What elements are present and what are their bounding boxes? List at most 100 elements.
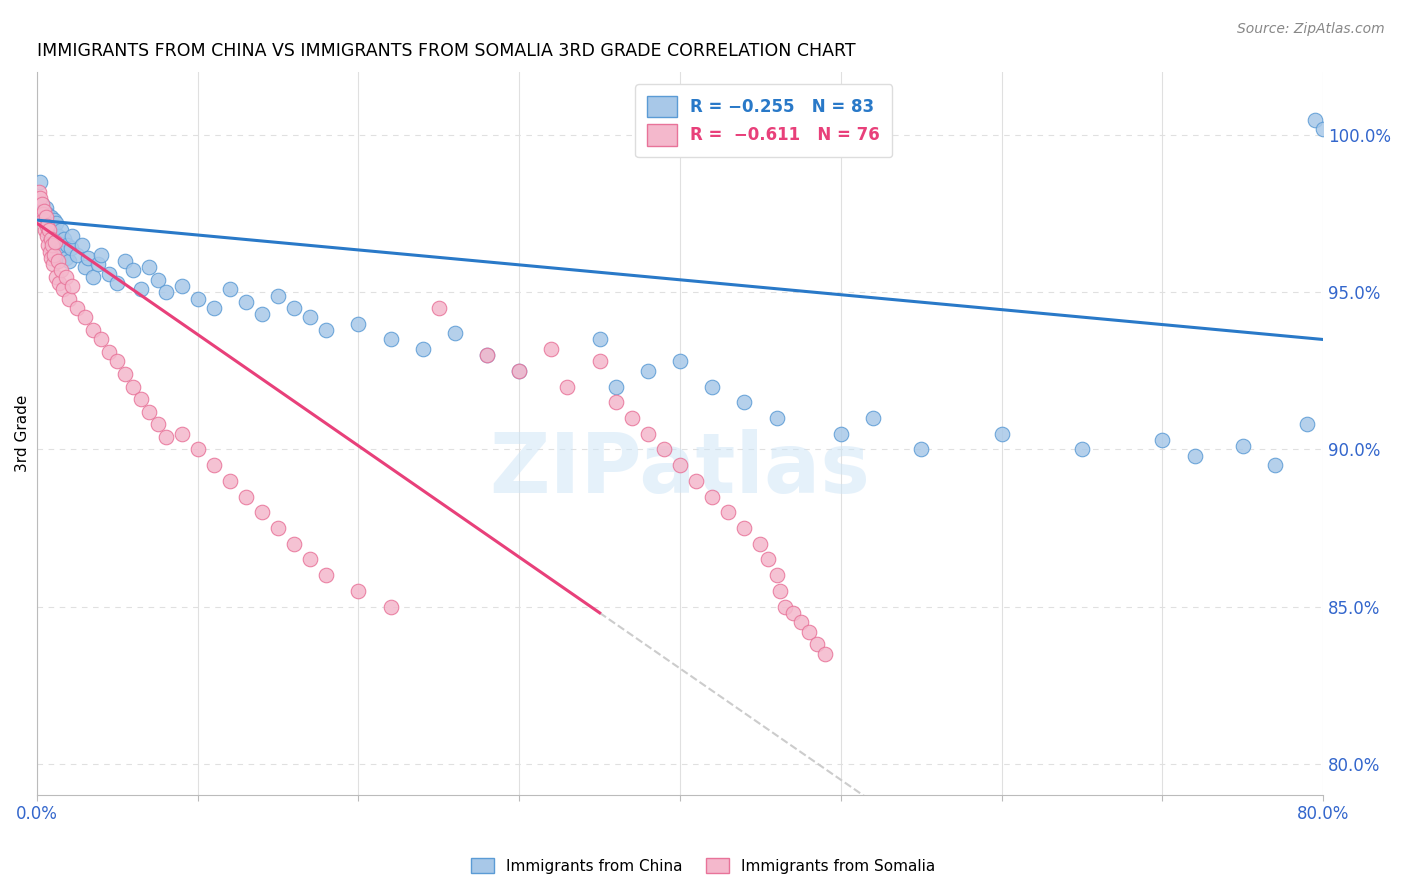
Point bbox=[58, 254, 80, 268]
Point bbox=[41, 210, 63, 224]
Point bbox=[34, 222, 56, 236]
Point bbox=[39, 232, 62, 246]
Point bbox=[49, 222, 72, 236]
Point bbox=[44, 238, 66, 252]
Legend: R = −0.255   N = 83, R =  −0.611   N = 76: R = −0.255 N = 83, R = −0.611 N = 76 bbox=[636, 85, 891, 157]
Point bbox=[588, 354, 610, 368]
Point bbox=[1071, 442, 1094, 457]
Point bbox=[155, 285, 177, 300]
Point bbox=[122, 263, 145, 277]
Point bbox=[60, 228, 83, 243]
Point bbox=[30, 175, 52, 189]
Point bbox=[42, 247, 65, 261]
Point bbox=[105, 354, 128, 368]
Point bbox=[38, 213, 60, 227]
Point bbox=[782, 606, 804, 620]
Point bbox=[475, 348, 498, 362]
Point bbox=[380, 599, 402, 614]
Point bbox=[1303, 112, 1326, 127]
Point bbox=[56, 238, 79, 252]
Point bbox=[1264, 458, 1286, 472]
Point bbox=[114, 367, 136, 381]
Point bbox=[90, 247, 112, 261]
Point bbox=[90, 333, 112, 347]
Point bbox=[98, 267, 121, 281]
Point bbox=[685, 474, 707, 488]
Point bbox=[131, 282, 153, 296]
Point bbox=[53, 232, 76, 246]
Point bbox=[66, 247, 89, 261]
Point bbox=[31, 197, 53, 211]
Point bbox=[32, 213, 55, 227]
Point bbox=[52, 244, 75, 259]
Point bbox=[475, 348, 498, 362]
Point bbox=[41, 235, 63, 249]
Point bbox=[1232, 439, 1254, 453]
Point bbox=[733, 395, 755, 409]
Point bbox=[44, 226, 66, 240]
Point bbox=[138, 260, 160, 275]
Point bbox=[444, 326, 467, 341]
Point bbox=[98, 345, 121, 359]
Point bbox=[32, 203, 55, 218]
Point bbox=[55, 251, 77, 265]
Point bbox=[55, 269, 77, 284]
Point bbox=[605, 379, 627, 393]
Text: IMMIGRANTS FROM CHINA VS IMMIGRANTS FROM SOMALIA 3RD GRADE CORRELATION CHART: IMMIGRANTS FROM CHINA VS IMMIGRANTS FROM… bbox=[37, 42, 856, 60]
Text: Source: ZipAtlas.com: Source: ZipAtlas.com bbox=[1237, 22, 1385, 37]
Point bbox=[44, 235, 66, 249]
Point bbox=[652, 442, 675, 457]
Point bbox=[66, 301, 89, 315]
Point bbox=[46, 228, 69, 243]
Point bbox=[75, 260, 97, 275]
Point bbox=[46, 254, 69, 268]
Point bbox=[315, 568, 337, 582]
Y-axis label: 3rd Grade: 3rd Grade bbox=[15, 395, 30, 473]
Point bbox=[82, 323, 104, 337]
Point bbox=[347, 317, 370, 331]
Point bbox=[1296, 417, 1319, 432]
Point bbox=[797, 624, 820, 639]
Point bbox=[557, 379, 579, 393]
Point bbox=[637, 426, 659, 441]
Point bbox=[138, 405, 160, 419]
Point bbox=[48, 276, 70, 290]
Point bbox=[283, 301, 305, 315]
Legend: Immigrants from China, Immigrants from Somalia: Immigrants from China, Immigrants from S… bbox=[465, 852, 941, 880]
Point bbox=[49, 263, 72, 277]
Point bbox=[42, 213, 65, 227]
Point bbox=[37, 238, 59, 252]
Point bbox=[155, 430, 177, 444]
Point bbox=[862, 411, 884, 425]
Text: ZIPatlas: ZIPatlas bbox=[489, 429, 870, 510]
Point bbox=[34, 210, 56, 224]
Point bbox=[299, 552, 322, 566]
Point bbox=[733, 521, 755, 535]
Point bbox=[789, 615, 811, 630]
Point bbox=[235, 294, 257, 309]
Point bbox=[82, 269, 104, 284]
Point bbox=[87, 257, 110, 271]
Point bbox=[48, 235, 70, 249]
Point bbox=[540, 342, 562, 356]
Point bbox=[30, 191, 52, 205]
Point bbox=[669, 354, 692, 368]
Point bbox=[146, 273, 169, 287]
Point bbox=[170, 426, 193, 441]
Point bbox=[42, 222, 65, 236]
Point bbox=[299, 310, 322, 325]
Point bbox=[267, 288, 290, 302]
Point bbox=[52, 282, 75, 296]
Point bbox=[702, 379, 724, 393]
Point bbox=[637, 364, 659, 378]
Point bbox=[218, 474, 240, 488]
Point bbox=[508, 364, 530, 378]
Point bbox=[1184, 449, 1206, 463]
Point bbox=[35, 210, 58, 224]
Point bbox=[267, 521, 290, 535]
Point bbox=[717, 505, 740, 519]
Point bbox=[1312, 122, 1334, 136]
Point bbox=[235, 490, 257, 504]
Point bbox=[758, 552, 780, 566]
Point bbox=[669, 458, 692, 472]
